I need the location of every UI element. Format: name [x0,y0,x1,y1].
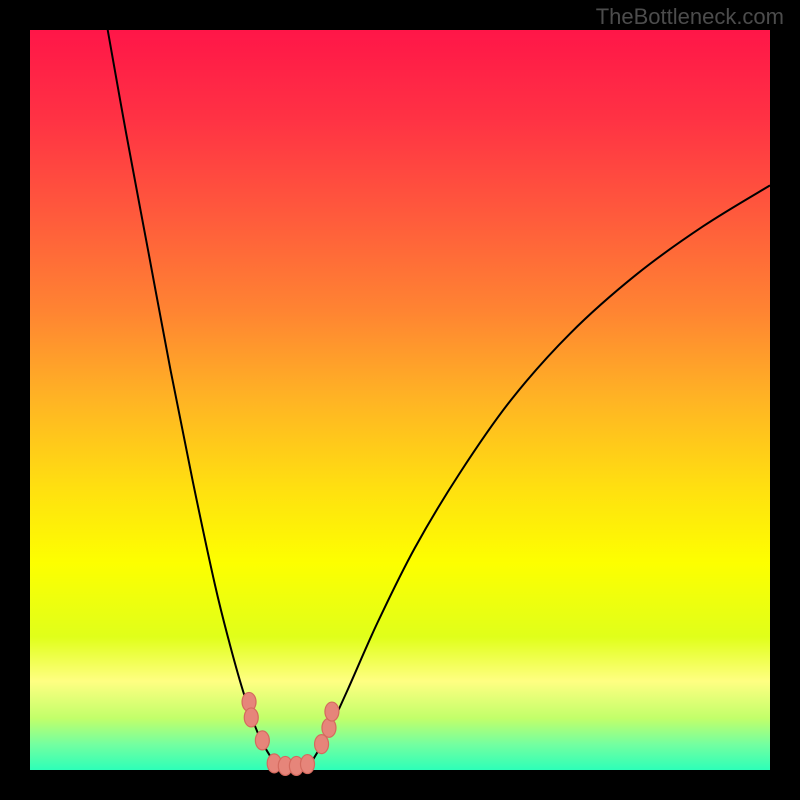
marker-point [255,731,269,750]
watermark-label: TheBottleneck.com [596,4,784,30]
marker-point [315,735,329,754]
marker-point [325,702,339,721]
marker-point [244,708,258,727]
gradient-background [30,30,770,770]
chart-svg [0,0,800,800]
marker-point [301,755,315,774]
chart-frame: TheBottleneck.com [0,0,800,800]
